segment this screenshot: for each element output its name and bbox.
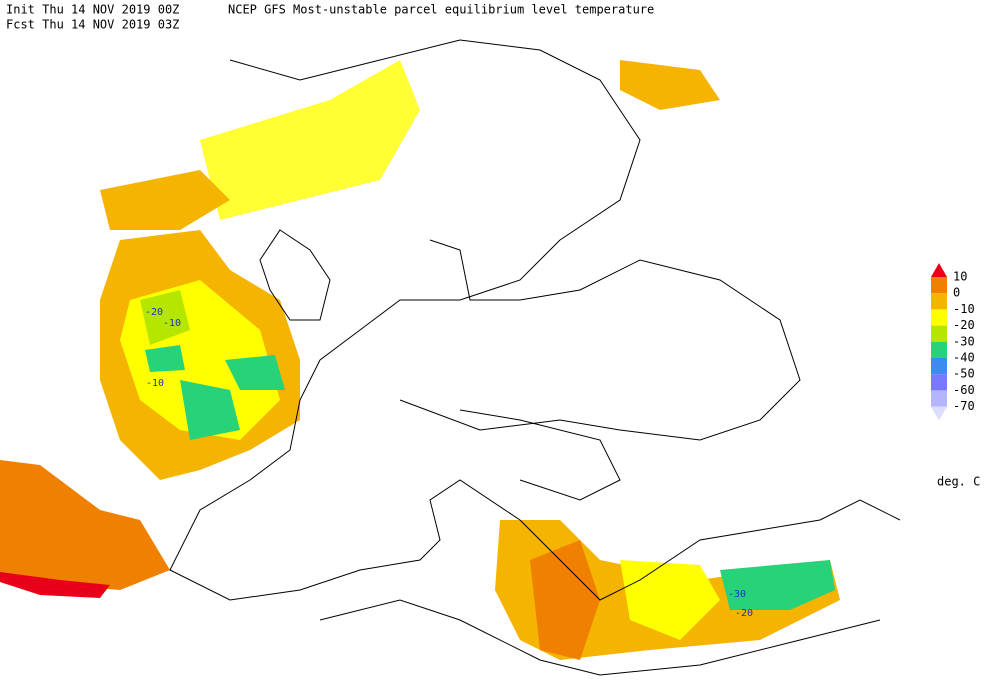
teal-area <box>180 380 240 440</box>
coastlines <box>169 39 901 676</box>
legend-label: -40 <box>953 351 975 365</box>
contour-label: -30 <box>728 589 746 600</box>
legend-label: -70 <box>953 399 975 413</box>
title: NCEP GFS Most-unstable parcel equilibriu… <box>228 3 654 17</box>
legend: 10 0 -10 -20 -30 -40 -50 -60 -70 <box>931 263 975 421</box>
legend-swatch <box>931 309 947 326</box>
legend-label: -30 <box>953 334 975 348</box>
init-label: Init Thu 14 NOV 2019 00Z <box>6 3 179 17</box>
unit-label: deg. C <box>937 475 980 489</box>
teal-area-3 <box>145 345 185 372</box>
fcst-label: Fcst Thu 14 NOV 2019 03Z <box>6 18 179 32</box>
legend-swatch <box>931 374 947 391</box>
legend-triangle <box>931 263 947 277</box>
teal-area-2 <box>225 355 285 390</box>
contour-label: -10 <box>146 378 164 389</box>
balkans <box>459 409 621 501</box>
north-atlantic-area <box>100 170 230 230</box>
legend-swatch <box>931 341 947 358</box>
legend-swatch <box>931 325 947 342</box>
red-area <box>0 572 110 598</box>
contour-label: -10 <box>163 318 181 329</box>
legend-triangle <box>931 406 947 421</box>
contour-label: -20 <box>145 307 163 318</box>
legend-label: -60 <box>953 383 975 397</box>
legend-label: -10 <box>953 302 975 316</box>
legend-swatch <box>931 390 947 407</box>
contour-label: -20 <box>735 608 753 619</box>
med-orange <box>530 540 600 660</box>
green-area <box>140 290 190 345</box>
africa-coast <box>319 599 881 676</box>
legend-swatch <box>931 358 947 375</box>
borders <box>399 239 801 441</box>
north-sea-area <box>200 60 420 220</box>
legend-swatch <box>931 277 947 294</box>
legend-label: 0 <box>953 286 960 300</box>
legend-label: -50 <box>953 367 975 381</box>
legend-label: 10 <box>953 270 967 284</box>
med-yellow <box>620 560 720 640</box>
orange-area <box>0 460 170 590</box>
legend-label: -20 <box>953 318 975 332</box>
britain <box>259 229 331 321</box>
legend-swatch <box>931 293 947 310</box>
coastline <box>169 39 901 601</box>
shaded-areas <box>0 60 840 660</box>
arctic-area <box>620 60 720 110</box>
med-teal <box>720 560 835 610</box>
